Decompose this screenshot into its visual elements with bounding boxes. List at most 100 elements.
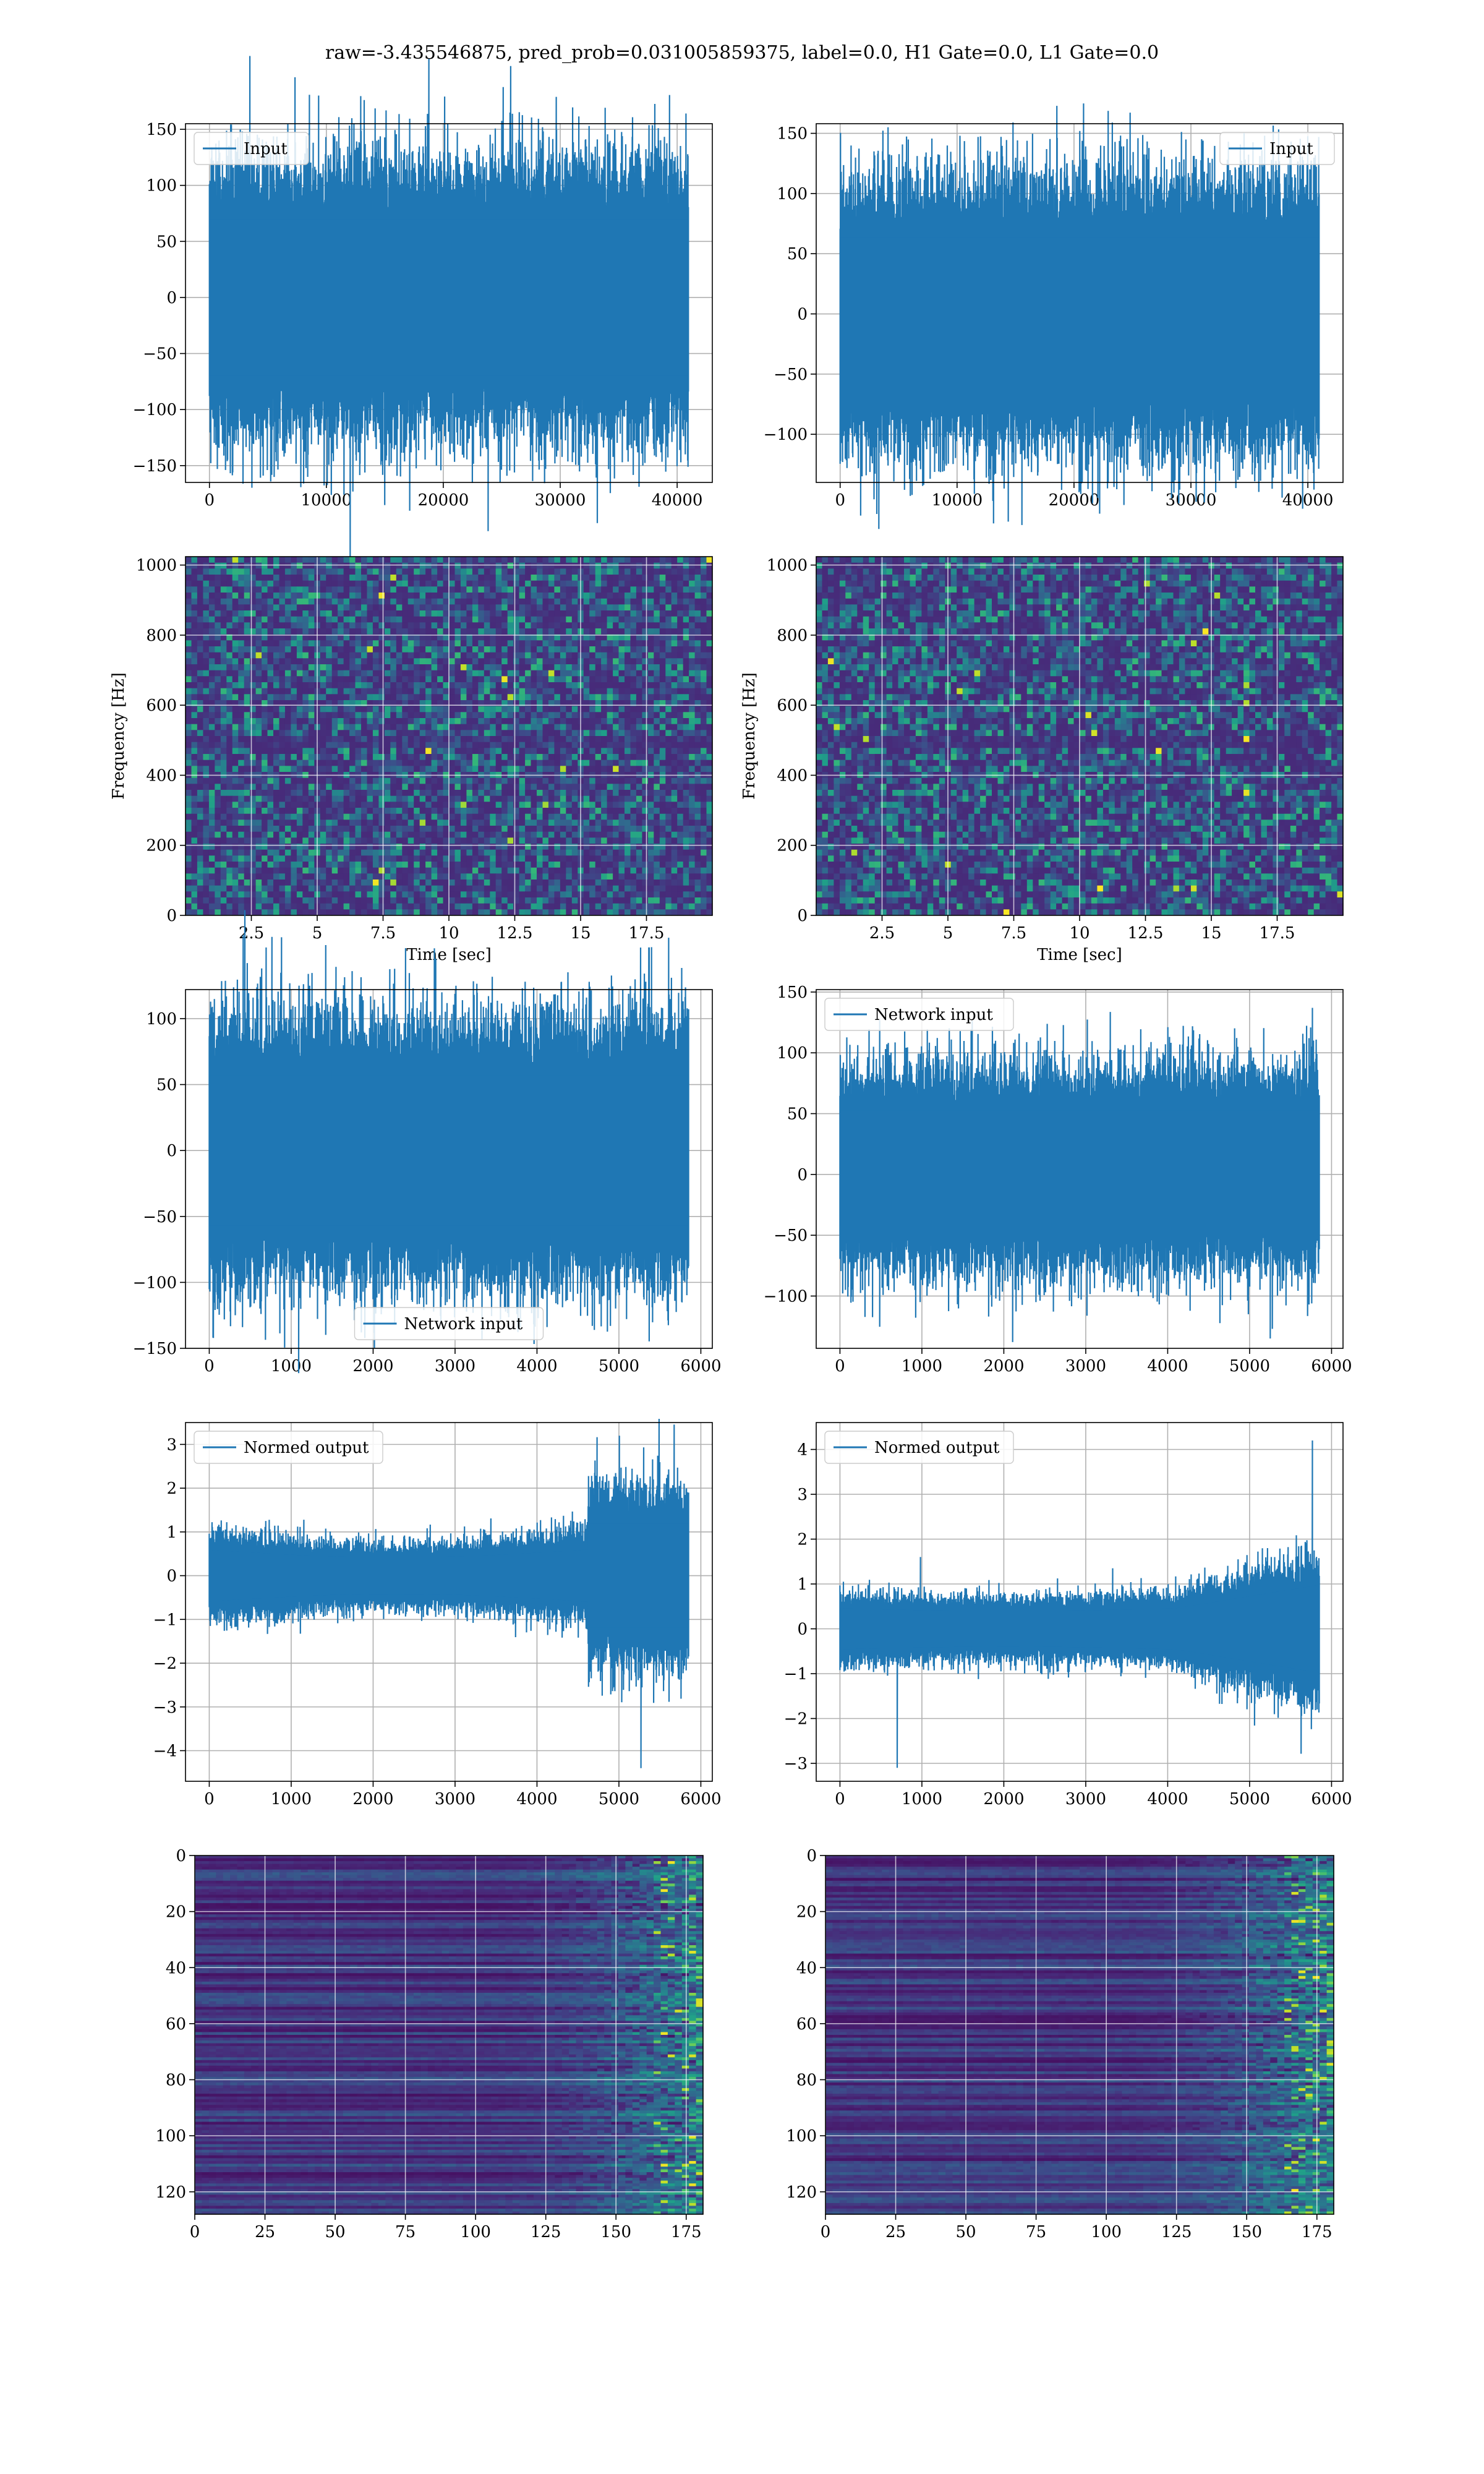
feat-h1-xtick-label-7: 175 (671, 2223, 702, 2241)
norm-h1-legend-box (194, 1431, 383, 1464)
net-h1-xtick-label-5: 5000 (599, 1357, 639, 1376)
norm-h1-frame (185, 1422, 713, 1782)
feat-h1-frame (194, 1855, 704, 2215)
feat-h1-xtick-label-6: 150 (600, 2223, 631, 2241)
feat-l1-xtick-label-1: 25 (885, 2223, 906, 2241)
net-h1-xtick-label-2: 2000 (352, 1357, 393, 1376)
spec-h1-ytick-label-4: 800 (146, 627, 177, 645)
norm-l1-ytick-label-0: −3 (784, 1755, 808, 1773)
input-h1-ytick-label-5: 100 (146, 177, 177, 195)
spec-h1-frame (185, 556, 713, 916)
feat-h1-xtick-label-1: 25 (255, 2223, 275, 2241)
spec-l1-xtick-label-4: 12.5 (1128, 924, 1164, 943)
net-h1-xtick-label-0: 0 (204, 1357, 215, 1376)
spec-h1-xtick-label-2: 7.5 (370, 924, 396, 943)
spec-l1-xlabel: Time [sec] (1037, 946, 1122, 964)
spec-h1-xtick-label-1: 5 (312, 924, 323, 943)
feat-l1-ytick-label-3: 60 (796, 2015, 817, 2034)
input-l1-ytick-label-3: 50 (787, 245, 808, 263)
feat-h1-ytick-label-1: 20 (166, 1903, 186, 1922)
feat-h1-xtick-label-3: 75 (395, 2223, 416, 2241)
norm-h1-xtick-label-6: 6000 (680, 1790, 721, 1808)
feat-l1-xtick-label-2: 50 (956, 2223, 976, 2241)
spec-l1-frame (816, 556, 1344, 916)
norm-l1-xtick-label-4: 4000 (1147, 1790, 1188, 1808)
norm-h1-ytick-label-4: 0 (166, 1567, 177, 1586)
net-l1-ytick-label-3: 50 (787, 1105, 808, 1124)
spec-h1-ylabel: Frequency [Hz] (109, 672, 128, 800)
feat-l1-ytick-label-0: 0 (806, 1847, 817, 1865)
norm-l1-ytick-label-3: 0 (797, 1620, 808, 1639)
spec-h1-ytick-label-0: 0 (166, 907, 177, 925)
norm-h1-ytick-label-0: −4 (153, 1742, 177, 1760)
spec-l1-xtick-label-5: 15 (1201, 924, 1221, 943)
spec-l1-axes: 2.5 5 7.5 10 12.5 15 17.5 0 200 400 600 800 1000 Time… (740, 556, 1344, 964)
net-h1-frame (185, 989, 713, 1349)
norm-l1-ytick-label-4: 1 (797, 1575, 808, 1594)
norm-l1-xtick-label-3: 3000 (1065, 1790, 1106, 1808)
input-l1-legend: Input (1219, 132, 1335, 165)
feat-h1-xtick-label-5: 125 (531, 2223, 561, 2241)
norm-h1-xtick-label-2: 2000 (352, 1790, 393, 1808)
input-l1-legend-label: Input (1269, 140, 1313, 158)
net-l1-ytick-label-2: 0 (797, 1166, 808, 1184)
spec-l1-xtick-label-6: 17.5 (1260, 924, 1295, 943)
net-h1-axes: 0 1000 2000 3000 4000 5000 6000−150−100−500501… (133, 910, 722, 1376)
spec-l1-ytick-label-5: 1000 (767, 557, 808, 575)
net-h1-ytick-label-3: 0 (166, 1142, 177, 1160)
net-h1-legend-label: Network input (404, 1315, 523, 1333)
net-l1-xtick-label-0: 0 (835, 1357, 845, 1376)
input-l1-frame (816, 123, 1344, 483)
input-l1-xtick-label-0: 0 (835, 491, 845, 510)
feat-h1-ytick-label-2: 40 (166, 1959, 186, 1977)
norm-h1-xtick-label-5: 5000 (599, 1790, 639, 1808)
spec-h1-axes: 2.5 5 7.5 10 12.5 15 17.5 0 200 400 600 800 1000 Time… (109, 556, 713, 964)
feat-h1-ytick-label-0: 0 (176, 1847, 186, 1865)
input-l1-axes: 0 10000 20000 30000 40000 −100 −50 0 50 100 150 Inp… (764, 103, 1344, 529)
feat-h1-ytick-label-4: 80 (166, 2071, 186, 2090)
spec-h1-ytick-label-2: 400 (146, 766, 177, 785)
input-h1-xtick-label-0: 0 (204, 491, 215, 510)
spec-h1-xtick-label-0: 2.5 (239, 924, 264, 943)
feat-l1-xtick-label-6: 150 (1231, 2223, 1262, 2241)
norm-l1-ytick-label-5: 2 (797, 1531, 808, 1549)
spec-l1-ytick-label-4: 800 (777, 627, 808, 645)
feat-l1-xtick-label-7: 175 (1302, 2223, 1333, 2241)
feat-l1-xtick-label-0: 0 (821, 2223, 831, 2241)
feat-h1-ytick-label-3: 60 (166, 2015, 186, 2034)
input-h1-ytick-label-4: 50 (156, 233, 177, 251)
net-h1-legend: Network input (354, 1307, 544, 1340)
norm-h1-ytick-label-3: −1 (153, 1611, 177, 1629)
net-l1-xtick-label-4: 4000 (1147, 1357, 1188, 1376)
spec-l1-xtick-label-2: 7.5 (1001, 924, 1026, 943)
norm-h1-ytick-label-2: −2 (153, 1654, 177, 1673)
norm-l1-ytick-label-6: 3 (797, 1486, 808, 1504)
net-l1-xtick-label-2: 2000 (983, 1357, 1024, 1376)
net-l1-ytick-label-5: 150 (777, 983, 808, 1002)
input-h1-ytick-label-2: −50 (143, 345, 177, 364)
input-h1-xtick-label-3: 30000 (535, 491, 586, 510)
net-l1-frame (816, 989, 1344, 1349)
net-l1-legend-box (824, 998, 1014, 1031)
spec-h1-xlabel: Time [sec] (406, 946, 492, 964)
feat-h1-ytick-label-5: 100 (155, 2127, 186, 2146)
input-h1-legend-box (194, 132, 309, 165)
input-h1-ytick-label-1: −100 (133, 401, 177, 419)
norm-h1-legend: Normed output (194, 1431, 383, 1464)
net-l1-ytick-label-0: −100 (764, 1287, 808, 1306)
spec-l1-xtick-label-0: 2.5 (869, 924, 895, 943)
spec-h1-ytick-label-5: 1000 (136, 557, 177, 575)
feat-h1-xtick-label-2: 50 (325, 2223, 346, 2241)
input-h1-ytick-label-0: −150 (133, 457, 177, 476)
feat-l1-image (825, 1856, 1334, 2215)
spec-h1-xtick-label-5: 15 (570, 924, 591, 943)
feat-l1-frame (825, 1855, 1334, 2215)
feat-h1-xtick-label-4: 100 (460, 2223, 491, 2241)
spec-l1-ytick-label-1: 200 (777, 837, 808, 855)
input-l1-ytick-label-1: −50 (774, 366, 808, 384)
norm-h1-series-core (209, 1523, 689, 1628)
input-l1-legend-box (1219, 132, 1335, 165)
net-h1-ytick-label-5: 100 (146, 1010, 177, 1029)
net-l1-xtick-label-1: 1000 (902, 1357, 942, 1376)
